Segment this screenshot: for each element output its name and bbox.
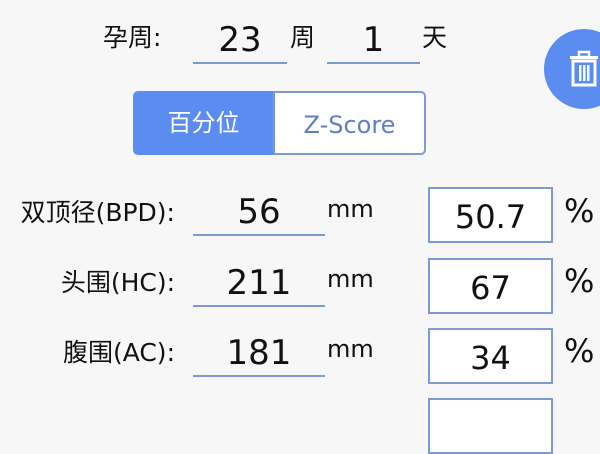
days-input[interactable]: 1	[327, 18, 420, 64]
hc-label: 头围(HC):	[60, 268, 175, 297]
ac-label: 腹围(AC):	[62, 338, 175, 367]
bpd-label: 双顶径(BPD):	[20, 198, 175, 227]
bpd-input[interactable]: 56	[193, 190, 325, 236]
days-unit: 天	[422, 23, 448, 52]
bpd-result: 50.7	[428, 187, 553, 243]
tab-percentile[interactable]: 百分位	[133, 91, 274, 155]
delete-button[interactable]	[544, 29, 600, 109]
tab-z-score[interactable]: Z-Score	[273, 91, 426, 155]
weeks-unit: 周	[290, 23, 316, 52]
bpd-result-unit: %	[564, 192, 595, 230]
gestation-label: 孕周:	[103, 23, 162, 52]
ac-unit: mm	[327, 335, 374, 363]
ac-result-unit: %	[564, 332, 595, 370]
ac-input[interactable]: 181	[193, 331, 325, 377]
weeks-input[interactable]: 23	[193, 18, 287, 64]
hc-result: 67	[428, 258, 553, 314]
hc-result-unit: %	[564, 262, 595, 300]
trash-icon	[570, 50, 598, 87]
hc-input[interactable]: 211	[193, 261, 325, 307]
next-result-box	[428, 398, 553, 454]
ac-result: 34	[428, 328, 553, 384]
bpd-unit: mm	[327, 195, 374, 223]
hc-unit: mm	[327, 265, 374, 293]
